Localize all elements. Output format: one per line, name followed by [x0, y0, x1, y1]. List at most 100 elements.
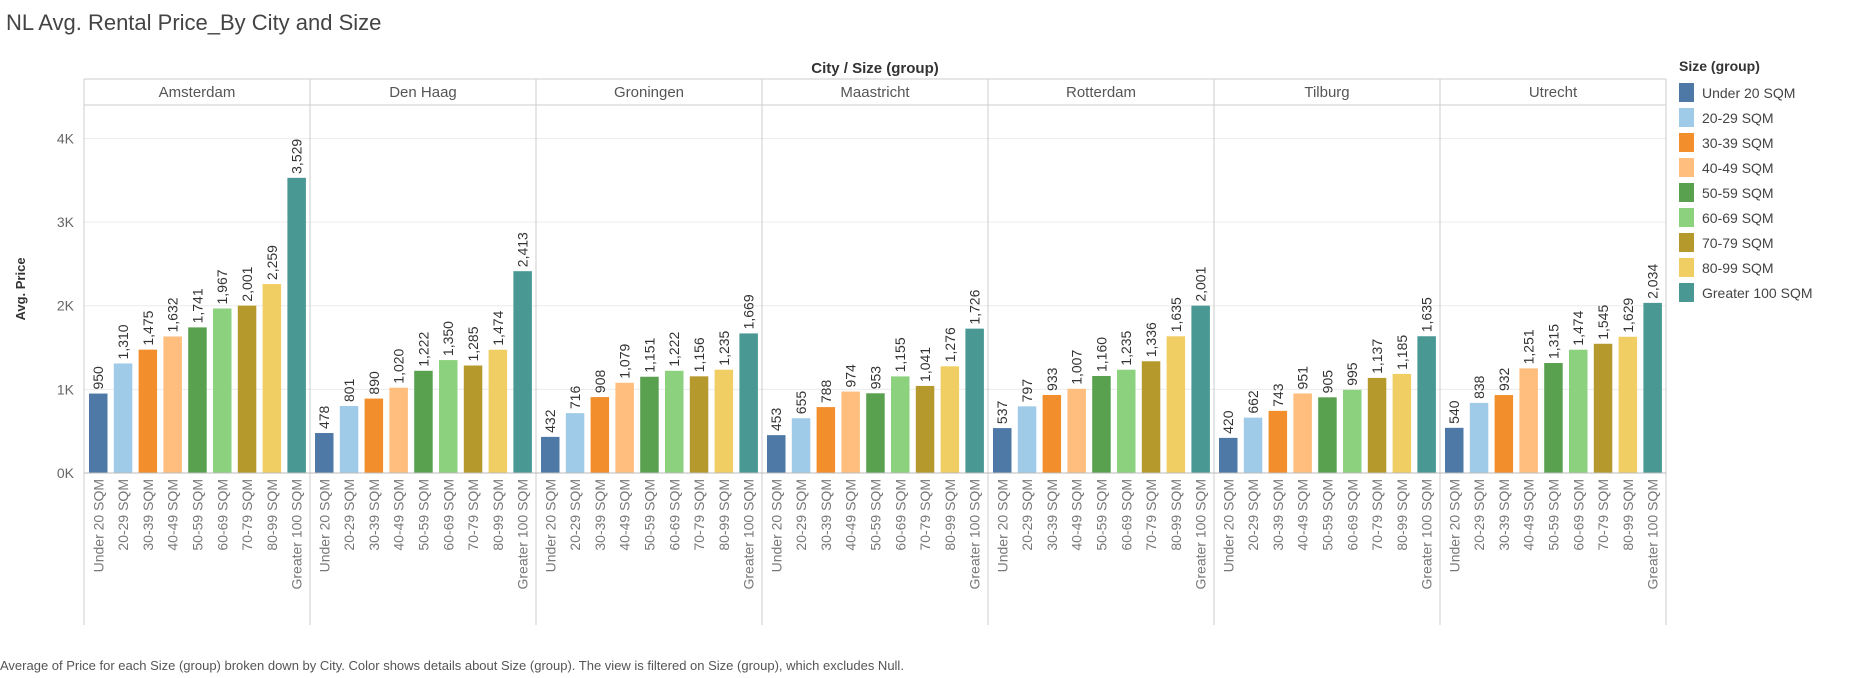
x-tick-label: 60-69 SQM — [440, 479, 456, 551]
bar — [1092, 375, 1111, 473]
x-tick-label: 30-39 SQM — [140, 479, 156, 551]
x-tick-label: 30-39 SQM — [1496, 479, 1512, 551]
legend-swatch — [1679, 133, 1694, 152]
legend-label: Under 20 SQM — [1702, 84, 1796, 101]
bar — [714, 369, 734, 473]
x-tick-label: 40-49 SQM — [617, 479, 633, 551]
legend-label: 40-49 SQM — [1702, 159, 1774, 176]
bar — [339, 406, 359, 473]
y-tick-label: 4K — [57, 130, 75, 146]
x-tick-label: 70-79 SQM — [1595, 479, 1611, 551]
data-label: 1,629 — [1620, 298, 1636, 333]
x-tick-label: 50-59 SQM — [189, 479, 205, 551]
data-label: 716 — [567, 386, 583, 410]
data-label: 1,222 — [415, 332, 431, 367]
x-tick-label: 30-39 SQM — [1270, 479, 1286, 551]
bar — [1494, 395, 1514, 473]
data-label: 1,235 — [716, 330, 732, 365]
data-label: 1,020 — [391, 348, 407, 383]
bar — [389, 387, 408, 473]
data-label: 953 — [867, 366, 883, 390]
x-tick-label: 70-79 SQM — [239, 479, 255, 551]
data-label: 950 — [90, 366, 106, 390]
data-label: 1,276 — [942, 327, 958, 362]
bar — [1243, 417, 1263, 473]
city-header: Den Haag — [389, 84, 457, 101]
bar — [1268, 410, 1288, 473]
x-tick-label: 50-59 SQM — [1545, 479, 1561, 551]
bar — [188, 327, 207, 473]
bar — [414, 370, 433, 473]
x-tick-label: 20-29 SQM — [1019, 479, 1035, 551]
bar — [640, 376, 659, 473]
legend-item[interactable]: 50-59 SQM — [1679, 180, 1813, 205]
legend-swatch — [1679, 108, 1694, 127]
bar — [791, 418, 811, 473]
x-tick-label: 60-69 SQM — [666, 479, 682, 551]
x-tick-label: Under 20 SQM — [90, 479, 106, 572]
bar — [113, 363, 133, 473]
bar — [1343, 389, 1362, 473]
data-label: 2,259 — [264, 245, 280, 280]
chart: City / Size (group) Avg. Price 0K 1K 2K 3K 4K A… — [13, 60, 1667, 625]
data-label: 801 — [341, 378, 357, 402]
x-tick-label: 50-59 SQM — [1093, 479, 1109, 551]
legend-swatch — [1679, 208, 1694, 227]
x-tick-label: 40-49 SQM — [1295, 479, 1311, 551]
x-tick-label: 70-79 SQM — [1369, 479, 1385, 551]
bar — [1445, 427, 1464, 473]
x-tick-label: 70-79 SQM — [917, 479, 933, 551]
bar — [1017, 406, 1037, 473]
bar — [965, 328, 984, 473]
data-label: 1,475 — [140, 310, 156, 345]
data-label: 1,251 — [1521, 329, 1537, 364]
x-tick-label: 30-39 SQM — [818, 479, 834, 551]
legend-item[interactable]: Greater 100 SQM — [1679, 280, 1813, 305]
x-tick-label: Greater 100 SQM — [1419, 479, 1435, 590]
legend-item[interactable]: 20-29 SQM — [1679, 105, 1813, 130]
data-label: 2,034 — [1645, 264, 1661, 299]
legend-label: 70-79 SQM — [1702, 234, 1774, 251]
y-axis-label: Avg. Price — [13, 257, 28, 320]
city-header: Amsterdam — [159, 84, 236, 101]
bar — [138, 349, 158, 473]
bar — [439, 360, 458, 473]
bar — [816, 407, 836, 473]
legend-swatch — [1679, 83, 1694, 102]
legend-label: Greater 100 SQM — [1702, 284, 1813, 301]
bar — [1367, 377, 1387, 473]
legend-item[interactable]: Under 20 SQM — [1679, 80, 1813, 105]
bar — [866, 393, 885, 473]
x-tick-label: 60-69 SQM — [214, 479, 230, 551]
data-label: 1,545 — [1595, 305, 1611, 340]
legend-swatch — [1679, 233, 1694, 252]
bar — [1469, 402, 1489, 473]
legend-item[interactable]: 30-39 SQM — [1679, 130, 1813, 155]
legend-item[interactable]: 80-99 SQM — [1679, 255, 1813, 280]
legend-item[interactable]: 60-69 SQM — [1679, 205, 1813, 230]
data-label: 1,151 — [641, 337, 657, 372]
data-label: 838 — [1471, 375, 1487, 399]
x-tick-label: Under 20 SQM — [316, 479, 332, 572]
x-tick-label: 70-79 SQM — [465, 479, 481, 551]
legend-item[interactable]: 70-79 SQM — [1679, 230, 1813, 255]
x-tick-label: 20-29 SQM — [115, 479, 131, 551]
bar — [1643, 302, 1662, 473]
x-tick-label: 20-29 SQM — [793, 479, 809, 551]
bar — [739, 333, 758, 473]
legend-item[interactable]: 40-49 SQM — [1679, 155, 1813, 180]
data-label: 1,079 — [617, 344, 633, 379]
legend-label: 30-39 SQM — [1702, 134, 1774, 151]
x-tick-label: Greater 100 SQM — [967, 479, 983, 590]
data-label: 662 — [1245, 390, 1261, 414]
legend-swatch — [1679, 258, 1694, 277]
data-label: 1,632 — [165, 297, 181, 332]
x-tick-label: 80-99 SQM — [1168, 479, 1184, 551]
city-header: Rotterdam — [1066, 84, 1136, 101]
y-tick-label: 3K — [57, 214, 75, 230]
data-label: 905 — [1319, 370, 1335, 394]
legend-label: 20-29 SQM — [1702, 109, 1774, 126]
x-tick-label: 80-99 SQM — [1394, 479, 1410, 551]
city-header: Tilburg — [1304, 84, 1349, 101]
bar — [1519, 368, 1538, 473]
